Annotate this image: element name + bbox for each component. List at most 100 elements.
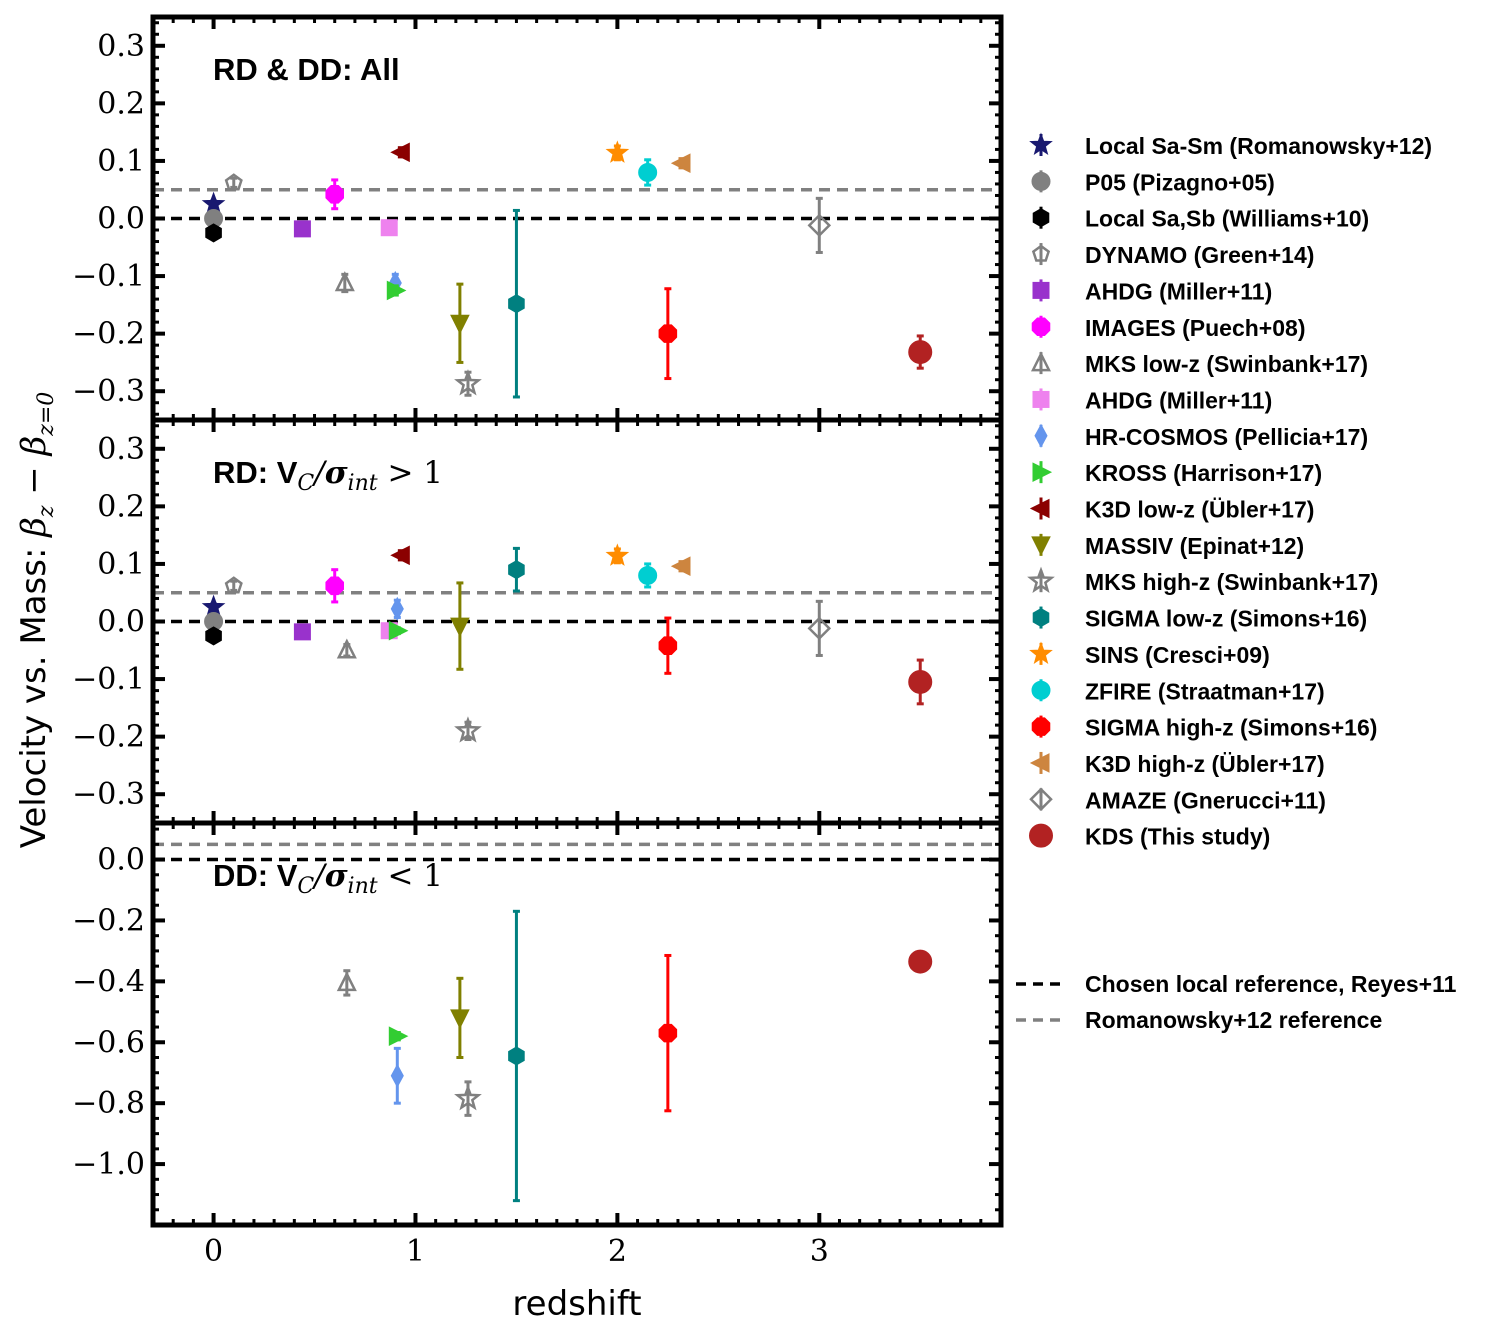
legend-marker	[1031, 317, 1051, 337]
marker	[388, 620, 409, 641]
data-point	[293, 623, 311, 641]
marker	[325, 576, 344, 596]
marker	[670, 556, 691, 577]
y-tick-label: −0.1	[72, 259, 145, 294]
data-point	[638, 158, 658, 187]
panel-frame	[150, 820, 1004, 1228]
legend-marker	[1034, 423, 1048, 448]
data-point	[224, 173, 243, 191]
data-point	[658, 287, 678, 381]
marker	[508, 560, 525, 580]
data-point	[390, 545, 410, 566]
legend-label: SIGMA low-z (Simons+16)	[1085, 606, 1367, 632]
marker	[807, 616, 832, 641]
legend-label: K3D low-z (Übler+17)	[1085, 497, 1314, 523]
data-point	[390, 142, 410, 163]
marker	[454, 369, 482, 396]
panel-title-tail: > 1	[378, 455, 443, 491]
marker	[205, 223, 222, 243]
data-point	[658, 953, 678, 1113]
legend-label: ZFIRE (Straatman+17)	[1085, 678, 1325, 704]
data-point	[508, 546, 525, 593]
y-tick-label: 0.0	[97, 843, 145, 878]
data-point	[670, 556, 691, 577]
x-tick-label: 0	[204, 1234, 223, 1269]
data-point	[205, 223, 222, 243]
marker	[670, 153, 691, 174]
marker	[658, 636, 678, 655]
panel-title-sigma: σ	[325, 858, 348, 894]
y-tick-label: −0.2	[72, 903, 145, 938]
legend-item: SIGMA low-z (Simons+16)	[1032, 606, 1367, 632]
y-tick-label: 0.1	[97, 144, 145, 179]
legend-label: DYNAMO (Green+14)	[1085, 242, 1314, 268]
legend-label: KDS (This study)	[1085, 824, 1270, 850]
legend-marker	[1029, 823, 1053, 848]
marker	[205, 626, 222, 646]
marker	[388, 1026, 409, 1046]
panel-title-prefix: RD: V	[213, 455, 298, 490]
legend-item: MKS low-z (Swinbank+17)	[1030, 351, 1368, 377]
data-point	[205, 626, 222, 646]
reference-legend: Chosen local reference, Reyes+11 Romanows…	[1016, 971, 1457, 1033]
legend-label: Local Sa,Sb (Williams+10)	[1085, 206, 1369, 232]
legend-marker	[1031, 244, 1051, 262]
panel-title-sub: C	[297, 471, 314, 496]
panel-title: RD: VC/σint > 1	[213, 455, 443, 496]
data-point	[388, 620, 409, 641]
legend-label: P05 (Pizagno+05)	[1085, 169, 1275, 195]
y-tick-label: 0.1	[97, 547, 145, 582]
y-tick-label: 0.3	[97, 29, 145, 64]
y-tick-label: −0.3	[72, 374, 145, 409]
panel-title-tail: < 1	[378, 858, 443, 894]
x-tick-label: 3	[810, 1234, 829, 1269]
legend-item: IMAGES (Puech+08)	[1031, 315, 1305, 341]
svg-text:Velocity vs. Mass: βz − βz=0: Velocity vs. Mass: βz − βz=0	[14, 392, 59, 849]
y-tick-label: 0.2	[97, 86, 145, 121]
marker	[908, 669, 933, 694]
y-tick-label: −0.2	[72, 317, 145, 352]
reference-legend-item: Romanowsky+12 reference	[1016, 1007, 1382, 1033]
legend-item: Local Sa-Sm (Romanowsky+12)	[1029, 132, 1432, 159]
legend-label: MASSIV (Epinat+12)	[1085, 533, 1304, 559]
legend-marker	[1031, 717, 1051, 736]
data-point	[670, 153, 691, 174]
legend-marker	[1030, 351, 1052, 372]
y-tick-label: −0.8	[72, 1086, 145, 1121]
legend-marker	[1029, 498, 1050, 519]
panel-title: RD & DD: All	[213, 52, 400, 87]
data-point	[380, 219, 398, 237]
panel-title-prefix: RD & DD: All	[213, 52, 400, 87]
data-point	[390, 596, 404, 621]
data-point	[201, 594, 226, 618]
legend-item: SINS (Cresci+09)	[1029, 641, 1270, 668]
y-axis-label: Velocity vs. Mass: βz − βz=0	[14, 392, 59, 849]
legend-marker	[1032, 462, 1053, 482]
marker	[638, 565, 658, 585]
marker	[454, 1084, 482, 1111]
marker	[334, 271, 355, 292]
data-point	[450, 581, 470, 671]
marker	[658, 1023, 678, 1043]
y-tick-label: −0.3	[72, 777, 145, 812]
y-tick-label: 0.0	[97, 605, 145, 640]
marker	[908, 949, 933, 974]
y-tick-label: −0.1	[72, 662, 145, 697]
y-tick-label: 0.3	[97, 432, 145, 467]
panel-title-sub2: int	[348, 471, 378, 496]
legend-label: Local Sa-Sm (Romanowsky+12)	[1085, 133, 1432, 159]
y-axis-label-sub2: z=0	[34, 392, 59, 437]
marker	[508, 294, 525, 314]
legend-item: AHDG (Miller+11)	[1032, 278, 1272, 304]
legend-item: SIGMA high-z (Simons+16)	[1031, 715, 1377, 741]
marker	[390, 545, 410, 566]
legend-marker	[1031, 171, 1051, 191]
marker	[450, 1009, 470, 1030]
legend-label: MKS high-z (Swinbank+17)	[1085, 569, 1378, 595]
data-point	[658, 616, 678, 675]
data-point	[454, 369, 482, 397]
legend-item: ZFIRE (Straatman+17)	[1031, 678, 1325, 704]
panel-1: −0.3 −0.2 −0.1 0.0 0.1 0.2 0.3 RD & DD: All	[72, 14, 1004, 423]
data-point	[204, 209, 224, 228]
